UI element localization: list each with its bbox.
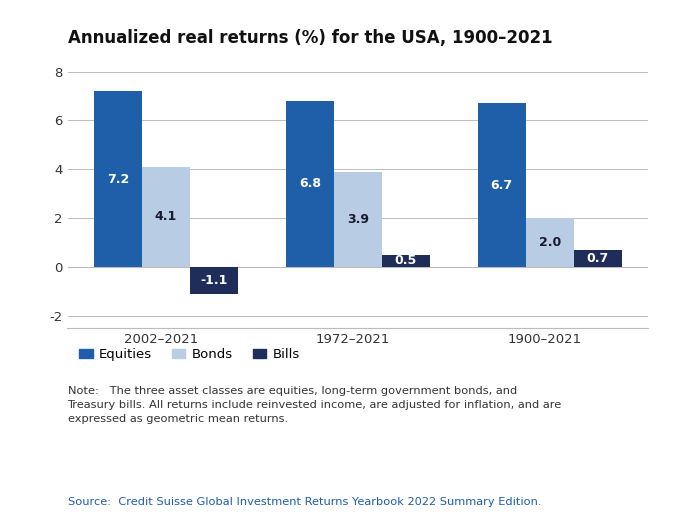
Text: -1.1: -1.1 xyxy=(200,274,227,287)
Text: Annualized real returns (%) for the USA, 1900–2021: Annualized real returns (%) for the USA,… xyxy=(68,29,552,47)
Text: Note:   The three asset classes are equities, long-term government bonds, and
Tr: Note: The three asset classes are equiti… xyxy=(68,386,562,424)
Text: 3.9: 3.9 xyxy=(347,213,369,226)
Text: 2.0: 2.0 xyxy=(539,236,561,249)
Text: 7.2: 7.2 xyxy=(107,172,129,186)
Bar xyxy=(190,267,238,294)
Text: 6.8: 6.8 xyxy=(299,177,321,190)
Bar xyxy=(333,172,382,267)
Bar xyxy=(478,103,526,267)
Text: 6.7: 6.7 xyxy=(491,179,513,191)
Bar xyxy=(286,101,333,267)
Bar xyxy=(142,167,190,267)
Text: 0.7: 0.7 xyxy=(587,252,609,265)
Bar xyxy=(574,250,622,267)
Bar xyxy=(526,218,574,267)
Bar xyxy=(382,255,430,267)
Bar xyxy=(94,91,142,267)
Text: 4.1: 4.1 xyxy=(155,211,177,223)
Text: Source:  Credit Suisse Global Investment Returns Yearbook 2022 Summary Edition.: Source: Credit Suisse Global Investment … xyxy=(68,497,541,507)
Legend: Equities, Bonds, Bills: Equities, Bonds, Bills xyxy=(74,343,305,366)
Text: 0.5: 0.5 xyxy=(395,254,417,267)
